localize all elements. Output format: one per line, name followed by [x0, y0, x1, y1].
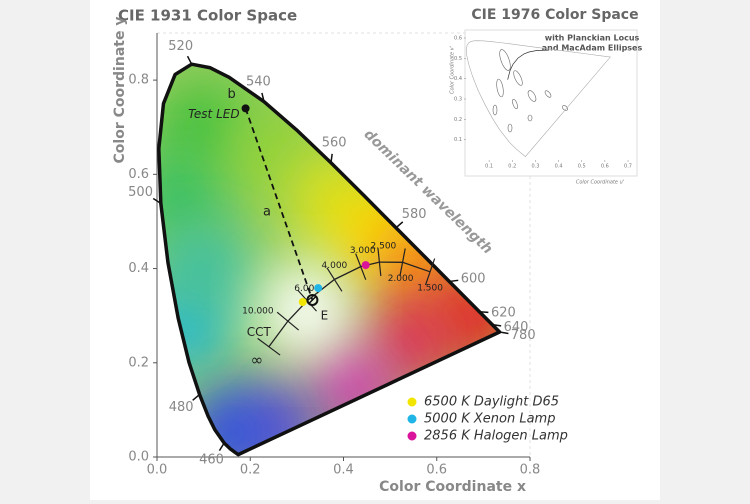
wavelength-tick [152, 197, 162, 204]
inset-frame [464, 29, 638, 177]
cct-title: CCT [247, 325, 272, 339]
wavelength-label: 580 [402, 207, 427, 222]
wavelength-tick [218, 442, 225, 452]
y-tick-label: 0.0 [128, 450, 149, 465]
legend-marker [407, 397, 417, 407]
wavelength-label: 500 [128, 185, 153, 200]
cct-label: 6.000 [294, 284, 320, 294]
cct-label: 3.000 [350, 246, 376, 256]
cct-label: 10.000 [242, 307, 274, 317]
inset-x-tick-label: 0.6 [601, 164, 609, 170]
inset-x-label: Color Coordinate u' [576, 180, 624, 186]
wavelength-label: 540 [246, 75, 271, 90]
inset-x-tick-label: 0.1 [485, 164, 493, 170]
isotemperature-line [355, 253, 367, 280]
inset-locus [466, 40, 611, 158]
white-point [306, 293, 319, 306]
wavelength-tick [261, 92, 265, 102]
isotemperature-line [377, 248, 382, 277]
cct-label: 1.500 [417, 283, 443, 293]
y-tick-label: 0.2 [128, 355, 149, 370]
x-tick-label: 0.2 [240, 463, 261, 478]
lamp-point [314, 284, 323, 293]
inset-y-label: Color Coordinate v' [450, 46, 456, 94]
wavelength-label: 460 [199, 453, 224, 468]
dominant-line [244, 108, 314, 301]
chart-title: CIE 1931 Color Space [118, 7, 297, 25]
y-axis-label: Color Coordinate y [112, 17, 128, 164]
cct-infinity: ∞ [251, 351, 264, 369]
isotemperature-line [424, 258, 436, 286]
lamp-point [298, 298, 307, 307]
isotemperature-line [276, 311, 300, 331]
wavelength-tick [492, 323, 502, 327]
isotemperature-line [257, 337, 281, 356]
wavelength-label: 600 [461, 271, 486, 286]
isotemperature-line [399, 248, 406, 277]
legend-marker [407, 431, 417, 441]
wavelength-tick [192, 393, 201, 401]
planckian-locus [268, 261, 431, 348]
inset-y-tick-label: 0.2 [454, 117, 462, 123]
cct-label: 2.000 [388, 274, 414, 284]
y-tick-label: 0.6 [128, 167, 149, 182]
wavelength-tick [186, 55, 193, 65]
wavelength-label: 620 [491, 306, 516, 321]
white-point-cross [307, 295, 317, 305]
line-label: a [263, 205, 271, 220]
x-tick-label: 0.0 [147, 463, 168, 478]
inset-planckian-locus [507, 49, 549, 80]
inset-y-tick-label: 0.6 [454, 36, 462, 42]
color-glow [158, 220, 252, 317]
inset-y-tick-label: 0.3 [454, 97, 462, 103]
macadam-ellipses [492, 49, 568, 133]
test-led-point [241, 104, 250, 113]
test-led-letter: b [227, 87, 235, 102]
color-glow [258, 262, 355, 359]
wavelength-label: 640 [504, 320, 529, 335]
wavelength-label: 780 [511, 328, 536, 343]
inset-x-tick-label: 0.4 [555, 164, 563, 170]
x-tick-label: 0.4 [333, 463, 354, 478]
lamp-point [361, 261, 370, 270]
wavelength-label: 520 [168, 39, 193, 54]
inset-y-tick-label: 0.5 [454, 56, 462, 62]
wavelength-tick [395, 221, 404, 229]
x-axis-label: Color Coordinate x [379, 479, 526, 495]
wavelength-label: 480 [169, 400, 194, 415]
y-tick-label: 0.8 [128, 73, 149, 88]
wavelength-tick [449, 279, 459, 283]
legend-label: 2856 K Halogen Lamp [424, 429, 568, 444]
inset-subtitle: with Planckian Locus [545, 34, 640, 43]
legend-label: 5000 K Xenon Lamp [424, 412, 555, 427]
wavelength-tick [479, 311, 489, 314]
inset-x-tick-label: 0.2 [508, 164, 516, 170]
color-glow [183, 385, 280, 455]
wavelength-tick [330, 153, 333, 163]
inset-x-tick-label: 0.7 [624, 164, 632, 170]
wavelength-tick [499, 331, 509, 335]
inset-x-tick-label: 0.5 [578, 164, 586, 170]
inset-y-tick-label: 0.1 [454, 137, 462, 143]
x-tick-label: 0.8 [520, 463, 541, 478]
test-led-label: Test LED [188, 107, 240, 121]
legend-label: 6500 K Daylight D65 [424, 395, 559, 410]
legend-marker [407, 414, 417, 424]
cct-label: 2.500 [371, 242, 397, 252]
wavelength-label: 560 [322, 135, 347, 150]
inset-x-tick-label: 0.3 [531, 164, 539, 170]
white-point-label: E [321, 308, 329, 322]
inset-subtitle: and MacAdam Ellipses [542, 44, 643, 53]
y-tick-label: 0.4 [128, 261, 149, 276]
cct-label: 4.000 [322, 261, 348, 271]
inset-title: CIE 1976 Color Space [471, 7, 638, 23]
isotemperature-line [326, 267, 343, 292]
x-tick-label: 0.6 [426, 463, 447, 478]
inset-y-tick-label: 0.4 [454, 76, 462, 82]
